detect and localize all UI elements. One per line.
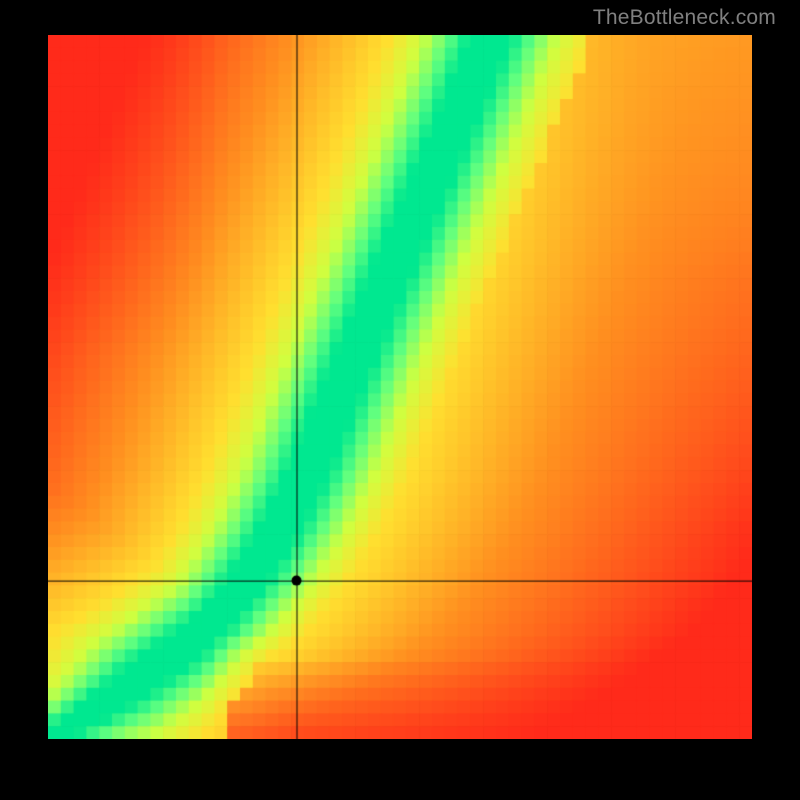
bottleneck-heatmap <box>48 35 752 739</box>
watermark-text: TheBottleneck.com <box>593 6 776 30</box>
heatmap-canvas <box>48 35 752 739</box>
